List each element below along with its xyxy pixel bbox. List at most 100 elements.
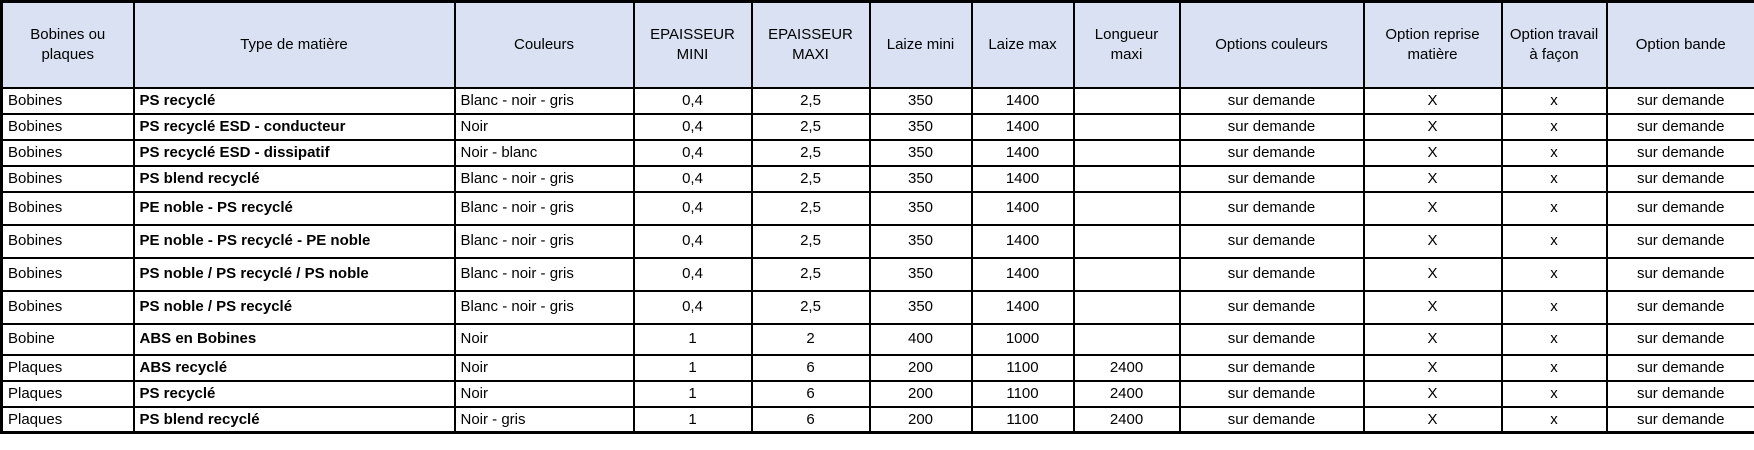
- cell-longueur-maxi: 2400: [1072, 353, 1181, 382]
- cell-option-reprise-matiere: X: [1362, 190, 1503, 226]
- column-header-type-de-matiere: Type de matière: [132, 0, 456, 89]
- cell-type-de-matiere: PS recyclé: [132, 379, 456, 408]
- cell-option-travail-a-facon: x: [1500, 256, 1608, 292]
- cell-epaisseur-maxi: 2,5: [750, 138, 871, 167]
- cell-option-reprise-matiere: X: [1362, 289, 1503, 325]
- cell-option-bande: sur demande: [1605, 379, 1754, 408]
- cell-option-reprise-matiere: X: [1362, 86, 1503, 115]
- cell-laize-mini: 350: [868, 190, 973, 226]
- cell-longueur-maxi: [1072, 256, 1181, 292]
- cell-epaisseur-maxi: 2,5: [750, 256, 871, 292]
- cell-longueur-maxi: [1072, 138, 1181, 167]
- column-header-epaisseur-maxi: EPAISSEUR MAXI: [750, 0, 871, 89]
- cell-longueur-maxi: 2400: [1072, 379, 1181, 408]
- cell-epaisseur-mini: 0,4: [632, 138, 753, 167]
- cell-options-couleurs: sur demande: [1178, 190, 1365, 226]
- column-header-couleurs: Couleurs: [453, 0, 635, 89]
- cell-option-travail-a-facon: x: [1500, 112, 1608, 141]
- cell-bobines-ou-plaques: Bobines: [0, 223, 135, 259]
- cell-option-bande: sur demande: [1605, 190, 1754, 226]
- cell-laize-max: 1400: [970, 289, 1075, 325]
- cell-couleurs: Noir: [453, 379, 635, 408]
- cell-bobines-ou-plaques: Bobines: [0, 138, 135, 167]
- table-row: Bobines PE noble - PS recyclé Blanc - noir…: [0, 190, 1754, 226]
- cell-options-couleurs: sur demande: [1178, 164, 1365, 193]
- cell-couleurs: Noir: [453, 322, 635, 356]
- column-header-option-bande: Option bande: [1605, 0, 1754, 89]
- cell-bobines-ou-plaques: Bobines: [0, 112, 135, 141]
- table-row: Bobines PS noble / PS recyclé / PS noble B…: [0, 256, 1754, 292]
- table-row: Bobines PE noble - PS recyclé - PE noble B…: [0, 223, 1754, 259]
- table-row: Plaques PS blend recyclé Noir - gris 1 6 200 1…: [0, 405, 1754, 434]
- cell-epaisseur-maxi: 2,5: [750, 223, 871, 259]
- cell-epaisseur-mini: 0,4: [632, 190, 753, 226]
- cell-type-de-matiere: PS blend recyclé: [132, 405, 456, 434]
- cell-option-reprise-matiere: X: [1362, 405, 1503, 434]
- cell-option-reprise-matiere: X: [1362, 223, 1503, 259]
- cell-couleurs: Blanc - noir - gris: [453, 190, 635, 226]
- table-header-row: Bobines ou plaques Type de matière Couleur…: [0, 0, 1754, 89]
- cell-laize-max: 1400: [970, 86, 1075, 115]
- cell-options-couleurs: sur demande: [1178, 256, 1365, 292]
- cell-laize-mini: 350: [868, 289, 973, 325]
- cell-type-de-matiere: ABS recyclé: [132, 353, 456, 382]
- cell-epaisseur-maxi: 2,5: [750, 86, 871, 115]
- cell-epaisseur-maxi: 2,5: [750, 164, 871, 193]
- cell-longueur-maxi: [1072, 289, 1181, 325]
- cell-type-de-matiere: PS recyclé ESD - conducteur: [132, 112, 456, 141]
- cell-bobines-ou-plaques: Plaques: [0, 405, 135, 434]
- cell-epaisseur-mini: 1: [632, 379, 753, 408]
- cell-bobines-ou-plaques: Bobines: [0, 86, 135, 115]
- cell-option-travail-a-facon: x: [1500, 164, 1608, 193]
- cell-epaisseur-maxi: 2,5: [750, 289, 871, 325]
- table-row: Bobines PS recyclé Blanc - noir - gris 0,4 2…: [0, 86, 1754, 115]
- cell-longueur-maxi: [1072, 112, 1181, 141]
- cell-option-bande: sur demande: [1605, 353, 1754, 382]
- cell-option-travail-a-facon: x: [1500, 379, 1608, 408]
- cell-epaisseur-mini: 0,4: [632, 86, 753, 115]
- cell-epaisseur-mini: 1: [632, 405, 753, 434]
- cell-option-bande: sur demande: [1605, 322, 1754, 356]
- table-row: Bobines PS recyclé ESD - conducteur Noir 0,…: [0, 112, 1754, 141]
- cell-options-couleurs: sur demande: [1178, 289, 1365, 325]
- cell-option-bande: sur demande: [1605, 164, 1754, 193]
- cell-couleurs: Noir - blanc: [453, 138, 635, 167]
- cell-option-bande: sur demande: [1605, 223, 1754, 259]
- cell-laize-max: 1100: [970, 405, 1075, 434]
- cell-laize-mini: 200: [868, 353, 973, 382]
- cell-laize-mini: 350: [868, 223, 973, 259]
- cell-option-travail-a-facon: x: [1500, 353, 1608, 382]
- cell-option-reprise-matiere: X: [1362, 138, 1503, 167]
- cell-laize-mini: 350: [868, 86, 973, 115]
- cell-options-couleurs: sur demande: [1178, 405, 1365, 434]
- cell-option-reprise-matiere: X: [1362, 379, 1503, 408]
- cell-epaisseur-mini: 0,4: [632, 289, 753, 325]
- cell-options-couleurs: sur demande: [1178, 353, 1365, 382]
- table-header: Bobines ou plaques Type de matière Couleur…: [0, 0, 1754, 89]
- cell-option-travail-a-facon: x: [1500, 190, 1608, 226]
- cell-type-de-matiere: PS noble / PS recyclé: [132, 289, 456, 325]
- cell-epaisseur-mini: 0,4: [632, 223, 753, 259]
- cell-longueur-maxi: [1072, 164, 1181, 193]
- cell-couleurs: Noir: [453, 353, 635, 382]
- cell-option-reprise-matiere: X: [1362, 322, 1503, 356]
- cell-longueur-maxi: [1072, 86, 1181, 115]
- cell-longueur-maxi: [1072, 190, 1181, 226]
- cell-couleurs: Noir - gris: [453, 405, 635, 434]
- cell-epaisseur-mini: 1: [632, 353, 753, 382]
- cell-option-bande: sur demande: [1605, 256, 1754, 292]
- cell-bobines-ou-plaques: Bobines: [0, 256, 135, 292]
- cell-bobines-ou-plaques: Bobines: [0, 190, 135, 226]
- cell-couleurs: Blanc - noir - gris: [453, 223, 635, 259]
- cell-epaisseur-mini: 1: [632, 322, 753, 356]
- cell-option-travail-a-facon: x: [1500, 86, 1608, 115]
- cell-longueur-maxi: [1072, 223, 1181, 259]
- table-row: Plaques ABS recyclé Noir 1 6 200 1100 2400 sur d…: [0, 353, 1754, 382]
- cell-option-travail-a-facon: x: [1500, 223, 1608, 259]
- cell-options-couleurs: sur demande: [1178, 223, 1365, 259]
- column-header-longueur-maxi: Longueur maxi: [1072, 0, 1181, 89]
- cell-bobines-ou-plaques: Bobines: [0, 289, 135, 325]
- cell-options-couleurs: sur demande: [1178, 112, 1365, 141]
- cell-option-bande: sur demande: [1605, 86, 1754, 115]
- cell-options-couleurs: sur demande: [1178, 138, 1365, 167]
